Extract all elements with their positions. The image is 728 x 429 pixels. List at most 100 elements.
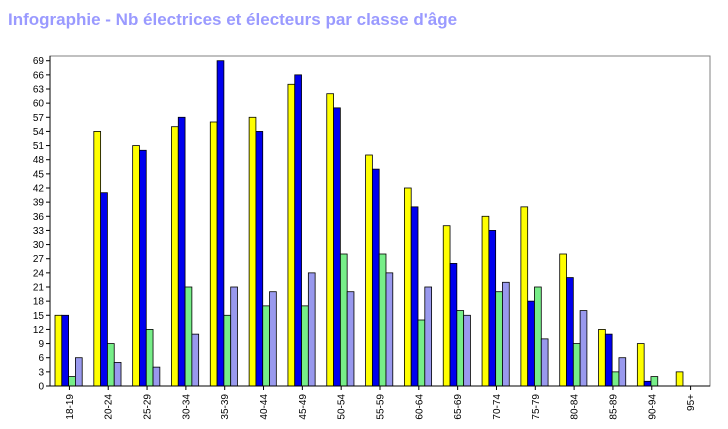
y-tick-label: 48 <box>33 155 45 166</box>
bar <box>417 319 426 387</box>
x-tick-label: 40-44 <box>259 394 270 420</box>
bar <box>269 291 277 387</box>
bar <box>262 305 270 387</box>
bar <box>559 253 567 387</box>
y-tick-label: 45 <box>33 169 45 180</box>
bar <box>139 149 147 387</box>
bar <box>61 314 69 387</box>
bar <box>456 310 465 387</box>
x-tick-label: 90-94 <box>647 394 658 420</box>
bar <box>339 253 348 387</box>
bar <box>177 116 186 387</box>
y-tick-label: 63 <box>33 85 45 96</box>
bar <box>230 286 238 387</box>
y-tick-label: 6 <box>38 353 44 364</box>
bar <box>385 272 394 387</box>
bar <box>346 291 355 387</box>
y-tick-label: 18 <box>33 297 45 308</box>
bar <box>223 314 232 387</box>
bar <box>534 286 542 387</box>
bar <box>184 286 193 387</box>
y-tick-label: 12 <box>33 325 45 336</box>
x-tick-label: 55-59 <box>376 394 387 420</box>
y-tick-label: 15 <box>33 311 45 322</box>
x-tick-label: 45-49 <box>298 394 309 420</box>
bar <box>488 230 497 387</box>
bar <box>566 277 574 387</box>
bar <box>572 343 581 387</box>
y-tick-label: 57 <box>33 113 45 124</box>
x-tick-label: 20-24 <box>104 394 115 420</box>
bar <box>294 74 302 387</box>
bar <box>520 206 529 387</box>
bar <box>579 310 588 387</box>
bar <box>152 366 161 387</box>
x-tick-label: 50-54 <box>337 394 348 420</box>
y-tick-label: 30 <box>33 240 45 251</box>
y-tick-label: 36 <box>33 212 45 223</box>
bar <box>171 126 179 387</box>
y-tick-label: 69 <box>33 56 45 67</box>
x-tick-label: 75-79 <box>531 394 542 420</box>
x-tick-label: 35-39 <box>220 394 231 420</box>
bar <box>449 263 458 387</box>
bar <box>54 314 63 387</box>
y-tick-label: 66 <box>33 70 45 81</box>
y-tick-label: 27 <box>33 254 45 265</box>
bar <box>636 343 645 387</box>
bar <box>93 131 102 387</box>
bar <box>598 329 606 387</box>
bar <box>113 362 122 387</box>
y-tick-label: 42 <box>33 184 45 195</box>
bar <box>404 187 412 387</box>
y-tick-label: 3 <box>38 367 44 378</box>
y-tick-label: 9 <box>38 339 44 350</box>
x-tick-label: 60-64 <box>414 394 425 420</box>
bar <box>502 281 510 387</box>
y-tick-label: 21 <box>33 283 45 294</box>
bar <box>527 300 535 387</box>
bar <box>216 60 225 387</box>
bar <box>145 329 154 387</box>
x-tick-label: 95+ <box>686 394 697 411</box>
bar <box>248 116 257 387</box>
bar <box>540 338 549 387</box>
bar <box>495 291 503 387</box>
bar <box>68 376 76 387</box>
bar <box>378 253 387 387</box>
bar <box>424 286 433 387</box>
bar <box>107 343 115 387</box>
chart-title: Infographie - Nb électrices et électeurs… <box>8 10 458 29</box>
bar <box>100 192 108 387</box>
bar <box>333 107 341 387</box>
bar <box>191 333 200 387</box>
bar <box>132 145 140 387</box>
y-tick-label: 24 <box>33 268 45 279</box>
bar <box>307 272 316 387</box>
x-tick-label: 85-89 <box>608 394 619 420</box>
bar <box>463 314 471 387</box>
y-tick-label: 51 <box>33 141 45 152</box>
bars <box>54 60 684 387</box>
y-tick-label: 33 <box>33 226 45 237</box>
x-tick-label: 65-69 <box>453 394 464 420</box>
bar <box>675 371 684 387</box>
bar <box>643 380 652 387</box>
bar <box>287 83 296 387</box>
x-tick-label: 25-29 <box>143 394 154 420</box>
bar <box>326 93 334 387</box>
y-tick-label: 54 <box>33 127 45 138</box>
y-tick-label: 39 <box>33 198 45 209</box>
bar <box>255 131 264 387</box>
bar <box>75 357 83 387</box>
x-tick-label: 18-19 <box>65 394 76 420</box>
bar <box>365 154 373 387</box>
x-tick-label: 80-84 <box>570 394 581 420</box>
bar <box>209 121 218 387</box>
bar <box>442 225 451 387</box>
bar <box>410 206 419 387</box>
y-tick-label: 60 <box>33 99 45 110</box>
bar <box>604 333 613 387</box>
bar <box>618 357 627 387</box>
